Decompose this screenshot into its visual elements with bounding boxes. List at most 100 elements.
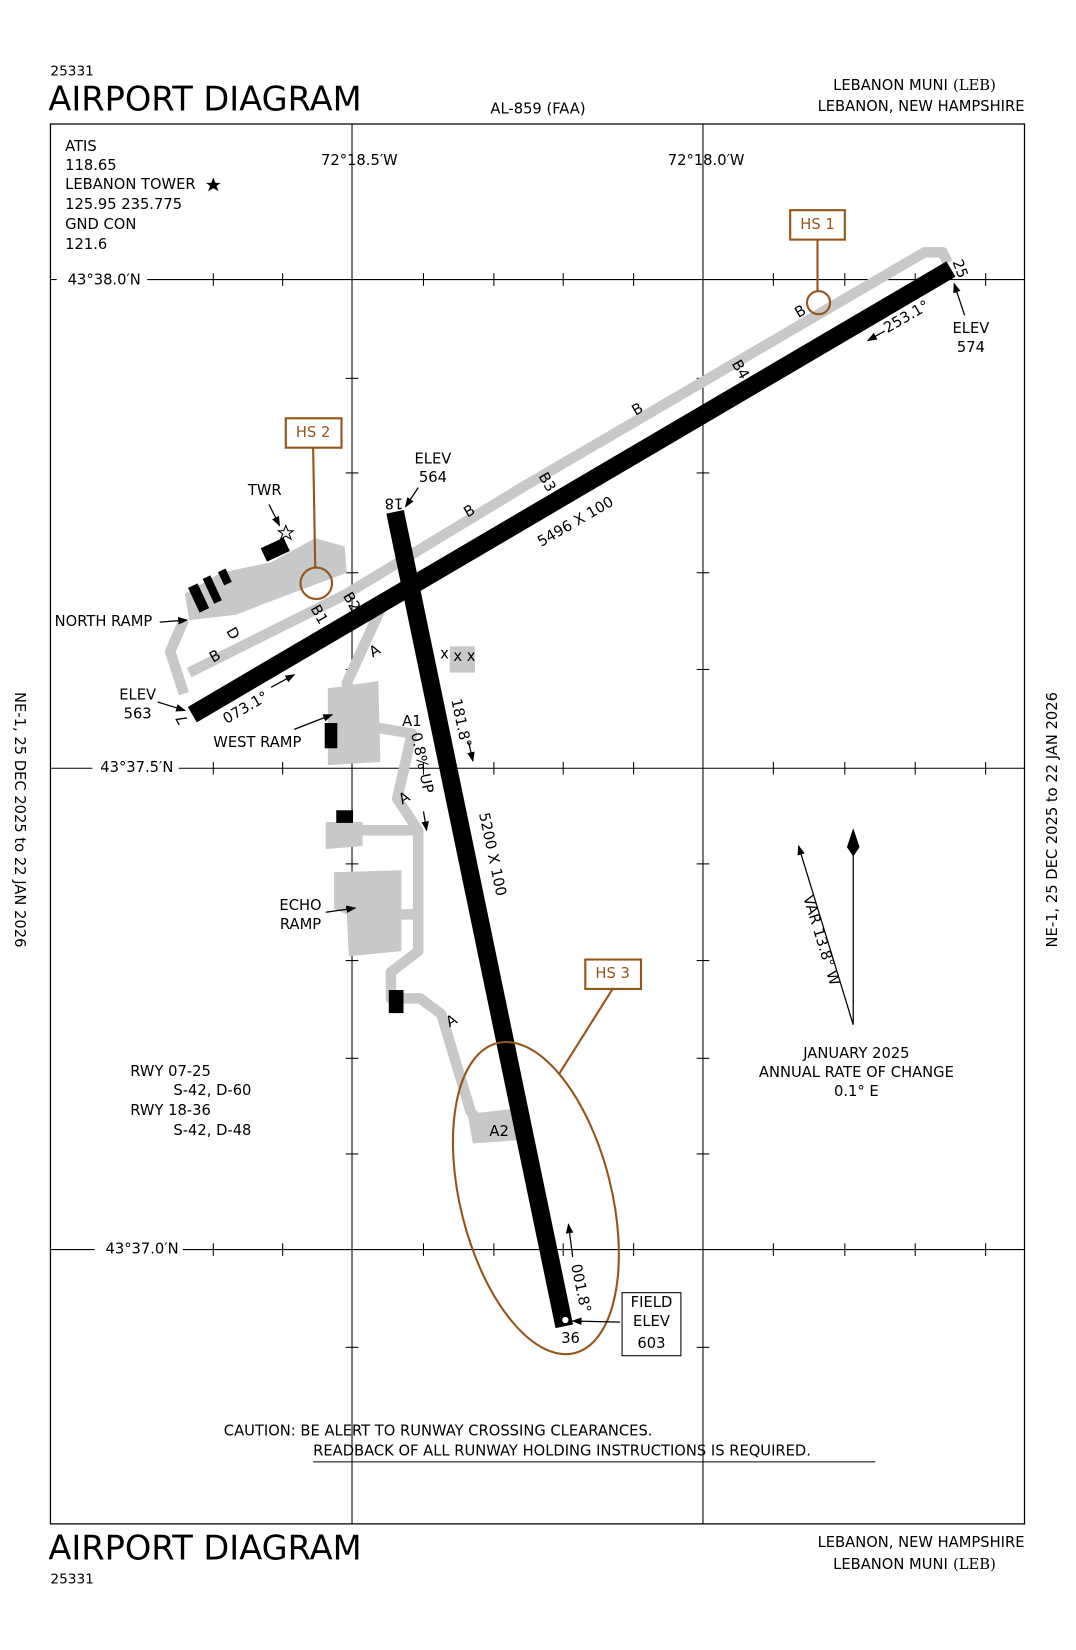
echo-ramp-area [334, 870, 402, 957]
comm: 125.95 235.775 [65, 196, 182, 213]
field-elev-point [562, 1316, 569, 1324]
runway-end: 18 [385, 494, 404, 511]
building [217, 568, 232, 586]
title: AIRPORT DIAGRAM [48, 79, 361, 118]
latitude: 43°37.0′N [105, 1241, 178, 1258]
star [205, 177, 221, 192]
elev-label: ELEV [953, 320, 990, 337]
arrow [571, 1317, 620, 1326]
closed-mark: x [440, 646, 449, 663]
ident: (LEB) [953, 77, 996, 94]
airport: LEBANON MUNI [833, 77, 948, 94]
hot-spot-area [805, 290, 832, 316]
taxiway-label: D [222, 624, 242, 642]
latitude: 43°37.5′N [100, 759, 173, 776]
arrow [565, 1223, 574, 1258]
arrow [467, 741, 475, 763]
hot-spots: HS 1 HS 2 HS 3 [284, 209, 846, 1356]
comm: 118.65 [65, 157, 116, 174]
comm: LEBANON TOWER [65, 176, 195, 193]
runway-18-36 [386, 509, 574, 1329]
west-ramp-area [327, 681, 381, 766]
elev-value: 574 [957, 339, 985, 356]
north-ramp: NORTH RAMP [55, 613, 153, 630]
taxiway-label: A1 [402, 713, 421, 730]
north-arrow: VAR 13.8° W [797, 828, 860, 1025]
comm: 121.6 [65, 236, 107, 253]
closed-area [449, 646, 475, 673]
caution: CAUTION: BE ALERT TO RUNWAY CROSSING CLE… [224, 1422, 653, 1439]
hot-spot-area [299, 566, 334, 601]
closed-mark: x x [453, 648, 475, 665]
pavement [164, 246, 953, 1144]
arrow [270, 674, 296, 688]
longitude: 72°18.0′W [668, 152, 745, 169]
hot-spot: HS 1 [800, 216, 834, 233]
rate-label: ANNUAL RATE OF CHANGE [759, 1064, 954, 1081]
field-elev-label: ELEV [633, 1313, 670, 1330]
hot-spot-area [451, 1040, 620, 1356]
tower-symbol [276, 524, 295, 541]
rate: 0.1° E [834, 1083, 879, 1100]
elev-value: 564 [419, 469, 447, 486]
taxiway-label: A2 [489, 1123, 508, 1140]
city: LEBANON, NEW HAMPSHIRE [818, 98, 1025, 115]
frame [49, 123, 1026, 1525]
chart-id: 25331 [50, 1572, 93, 1588]
taxiway-label: A [366, 641, 383, 661]
runway-strength: RWY 07-25 [130, 1063, 211, 1080]
effective-dates: NE-1, 25 DEC 2025 to 22 JAN 2026 [11, 692, 28, 947]
north-ramp-area [184, 538, 347, 621]
arrow [404, 487, 419, 508]
runway-end: 25 [949, 257, 971, 280]
title: AIRPORT DIAGRAM [48, 1529, 361, 1568]
arrow [268, 504, 281, 527]
hot-spot: HS 2 [296, 424, 330, 441]
taxiway-a [341, 607, 496, 1137]
hot-spot-box [584, 958, 643, 990]
runway-strength: S-42, D-60 [173, 1082, 251, 1099]
building [188, 583, 210, 613]
arrow [159, 616, 189, 625]
ramp-area [325, 821, 363, 850]
effective-dates: NE-1, 25 DEC 2025 to 22 JAN 2026 [1044, 692, 1061, 947]
caution: READBACK OF ALL RUNWAY HOLDING INSTRUCTI… [313, 1442, 811, 1459]
heading-arrows [270, 330, 886, 1258]
runway-end: 36 [561, 1330, 580, 1347]
elev-label: ELEV [415, 450, 452, 467]
building [202, 575, 222, 604]
elev-value: 563 [124, 706, 152, 723]
west-ramp: WEST RAMP [213, 734, 301, 751]
gradient: 0.8% UP [407, 731, 436, 795]
tower: TWR [247, 482, 282, 499]
field-elev-label: FIELD [631, 1294, 673, 1311]
tower-building [260, 537, 290, 562]
hot-spot: HS 3 [595, 965, 629, 982]
runway-strength: RWY 18-36 [130, 1102, 211, 1119]
arrow [325, 905, 357, 914]
communications: ATIS 118.65 LEBANON TOWER 125.95 235.775… [65, 138, 221, 253]
elev-label: ELEV [119, 687, 156, 704]
comm: ATIS [65, 138, 97, 155]
taxiway-a2 [467, 1108, 517, 1144]
runway-07-25 [187, 261, 956, 723]
city: LEBANON, NEW HAMPSHIRE [818, 1534, 1025, 1551]
arrow [953, 282, 966, 316]
arrow [421, 811, 429, 832]
variation: VAR 13.8° W [799, 893, 843, 988]
field-elev-box [621, 1292, 682, 1357]
leader [558, 988, 614, 1075]
building [336, 810, 354, 823]
longitude: 72°18.5′W [321, 152, 398, 169]
arrow [157, 701, 187, 712]
heading: 001.8° [567, 1262, 594, 1314]
taxiway [164, 617, 189, 696]
field-elev-value: 603 [637, 1335, 665, 1352]
building [324, 723, 338, 749]
runway-end: 7 [173, 711, 192, 728]
echo-ramp: ECHO [279, 897, 321, 914]
comm: GND CON [65, 216, 136, 233]
